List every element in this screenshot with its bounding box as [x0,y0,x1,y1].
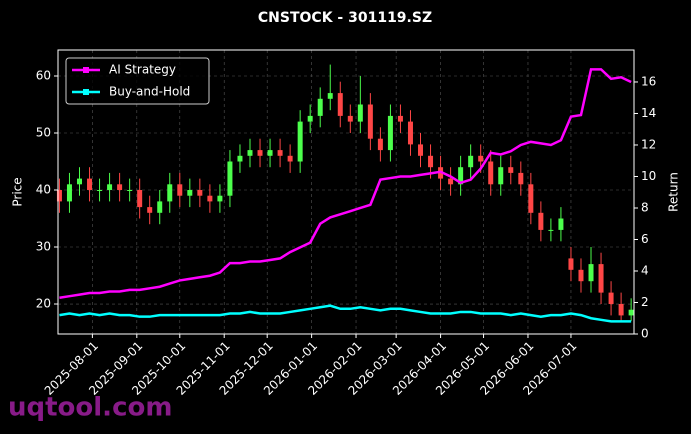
y2-tick-label: 12 [641,137,656,151]
candle-body [327,93,333,99]
candle-body [538,212,544,230]
candle-body [498,167,504,185]
chart-title: CNSTOCK - 301119.SZ [258,10,432,26]
candle-body [337,93,343,116]
legend-box [65,57,210,105]
y-tick-label: 50 [36,125,51,139]
candle-body [558,218,564,230]
candle-body [528,184,534,213]
candle-body [367,104,373,139]
candle-body [76,178,82,185]
candle-body [448,178,454,185]
y2-tick-label: 14 [641,106,656,120]
candle-body [458,167,464,185]
y2-axis-label: Return [667,172,681,212]
candle-body [317,98,323,116]
candle-body [568,258,574,270]
candle-body [478,155,484,162]
candle-body [598,264,604,293]
candle-body [56,190,62,202]
candle-body [397,115,403,122]
candle-body [297,121,303,162]
candle-body [197,190,203,196]
candle-body [137,190,143,208]
candle-body [107,184,113,191]
legend-label: Buy-and-Hold [109,85,190,99]
y-tick-label: 20 [36,297,51,311]
legend-marker [83,89,89,95]
candle-body [468,155,474,168]
y2-tick-label: 2 [641,295,649,309]
candle-body [117,184,123,191]
candle-body [87,178,93,191]
candle-body [628,309,634,316]
candle-body [127,190,133,192]
candle-body [377,138,383,151]
candle-body [407,121,413,145]
y2-tick-label: 16 [641,74,656,88]
candle-body [66,184,72,202]
candle-body [387,115,393,151]
candle-body [418,144,424,156]
candle-body [428,155,434,168]
plot-area [56,50,634,334]
return-line [59,304,632,323]
y-tick-label: 30 [36,240,51,254]
candle-body [277,150,283,156]
legend: AI Strategy Buy-and-Hold [65,57,210,105]
y-axis-label: Price [11,177,25,206]
candle-body [167,184,173,202]
candle-body [578,269,584,282]
candle-body [97,190,103,192]
candle-body [307,115,313,122]
y2-tick-label: 8 [641,200,649,214]
candle-body [247,150,253,156]
candle-body [207,195,213,202]
y2-tick-label: 4 [641,263,649,277]
candle-body [157,201,163,213]
candle-body [518,172,524,185]
candle-body [608,292,614,305]
return-line [59,68,632,300]
candle-body [147,207,153,213]
candle-body [588,264,594,282]
legend-marker [83,67,89,73]
plot-frame [57,49,635,335]
candle-body [267,150,273,156]
candle-body [357,104,363,122]
candle-body [508,167,514,173]
watermark: uqtool.com [8,393,172,423]
candle-body [347,115,353,122]
candle-body [217,195,223,202]
legend-label: AI Strategy [109,63,176,77]
candle-body [237,155,243,162]
candle-body [287,155,293,162]
candle-body [257,150,263,156]
y2-tick-label: 0 [641,327,649,341]
y2-tick-label: 10 [641,169,656,183]
candle-body [187,190,193,196]
y-tick-label: 40 [36,183,51,197]
candle-body [227,161,233,196]
y-tick-label: 60 [36,68,51,82]
candle-body [488,161,494,185]
candle-body [177,184,183,196]
candle-body [548,229,554,231]
candle-body [618,304,624,316]
y2-tick-label: 6 [641,232,649,246]
